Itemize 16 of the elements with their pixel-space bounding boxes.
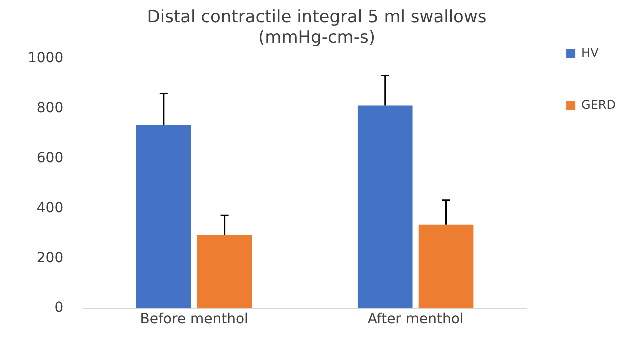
y-tick-label: 200 [36, 250, 64, 266]
bar [136, 124, 192, 309]
bar [418, 224, 474, 309]
legend-label: HV [582, 46, 600, 60]
y-tick-label: 0 [54, 300, 64, 316]
text: (mmHg-cm-s) [258, 28, 376, 48]
y-tick-label: 600 [36, 150, 64, 166]
x-tick-label: After menthol [368, 312, 464, 328]
y-tick-label: 1000 [28, 50, 64, 66]
legend-label: GERD [582, 98, 616, 112]
x-tick-label: Before menthol [140, 312, 248, 328]
y-tick-label: 400 [36, 200, 64, 216]
bar [197, 235, 252, 309]
text: Distal contractile integral 5 ml swallows [147, 8, 487, 28]
y-tick-label: 800 [36, 100, 64, 116]
bar [358, 106, 413, 309]
